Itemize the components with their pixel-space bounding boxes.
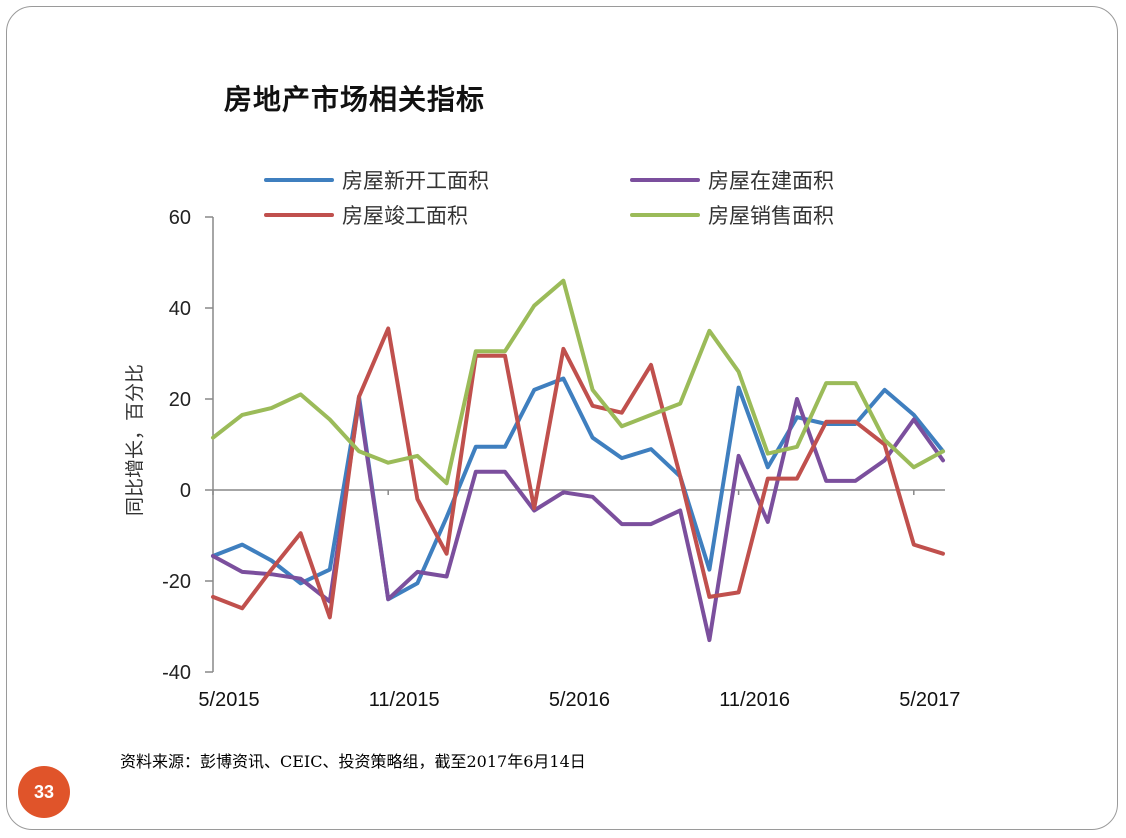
- series-line-3: [211, 326, 945, 620]
- y-tick-label: -40: [162, 662, 191, 684]
- series-line-2: [211, 397, 945, 643]
- x-tick-label: 5/2017: [899, 689, 960, 711]
- series-line-1: [211, 376, 945, 602]
- y-tick-label: 60: [169, 207, 191, 229]
- y-tick-label: 40: [169, 298, 191, 320]
- x-tick-label: 5/2016: [549, 689, 610, 711]
- x-tick-label: 5/2015: [198, 689, 259, 711]
- source-note: 资料来源：彭博资讯、CEIC、投资策略组，截至2017年6月14日: [120, 752, 586, 771]
- page-number: 33: [33, 781, 55, 802]
- series-line-4: [211, 278, 945, 486]
- legend-label-4: 房屋销售面积: [708, 204, 834, 228]
- legend-label-3: 房屋竣工面积: [342, 204, 468, 228]
- y-tick-label: 0: [180, 480, 191, 502]
- x-tick-label: 11/2015: [369, 689, 440, 711]
- legend-label-1: 房屋新开工面积: [342, 169, 489, 193]
- x-tick-label: 11/2016: [719, 689, 790, 711]
- y-tick-label: -20: [162, 571, 191, 593]
- slide-frame: [6, 6, 1118, 830]
- slide-title: 房地产市场相关指标: [224, 83, 486, 116]
- y-axis-label: 同比增长，百分比: [124, 364, 146, 516]
- page-number-badge: 33: [18, 766, 70, 818]
- y-tick-label: 20: [169, 389, 191, 411]
- legend-label-2: 房屋在建面积: [708, 169, 834, 193]
